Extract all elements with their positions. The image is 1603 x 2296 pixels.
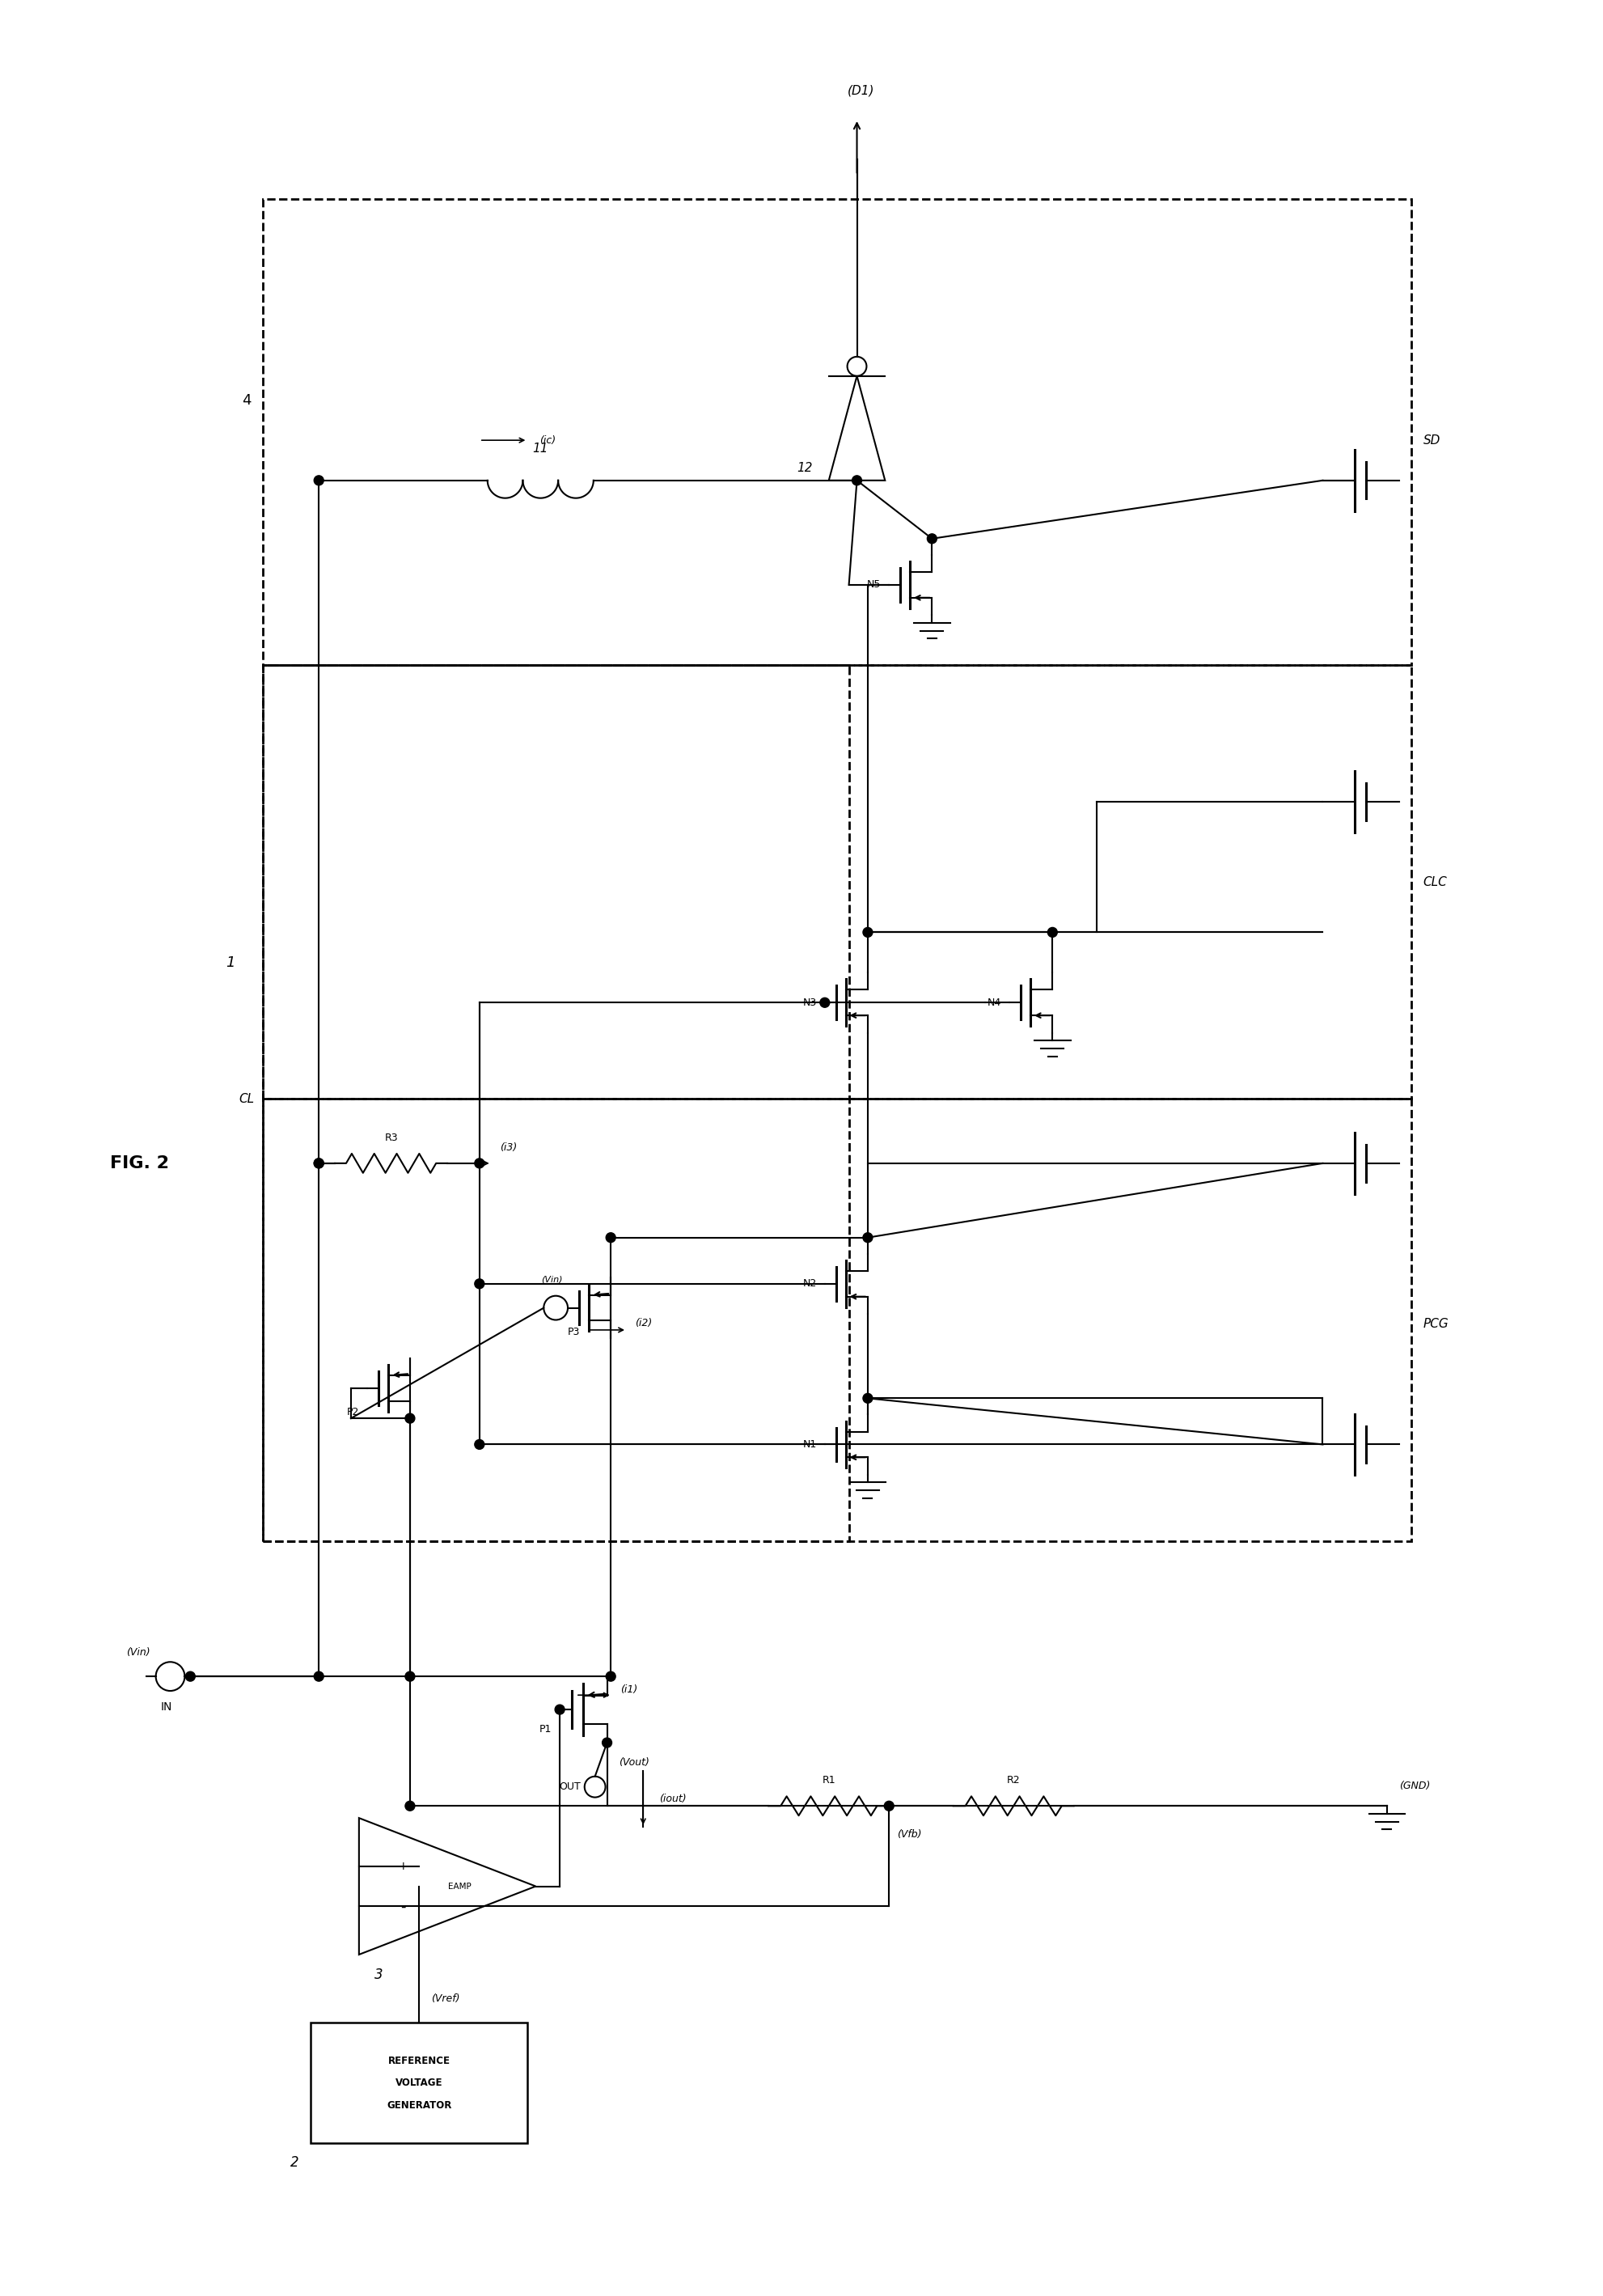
Circle shape [314, 1159, 324, 1169]
Text: (i3): (i3) [499, 1141, 516, 1153]
Circle shape [862, 1233, 872, 1242]
Text: PCG: PCG [1422, 1318, 1448, 1329]
Text: GENERATOR: GENERATOR [386, 2101, 452, 2110]
Circle shape [606, 1233, 616, 1242]
Bar [311, 2023, 527, 2144]
Text: N4: N4 [987, 996, 1000, 1008]
Circle shape [601, 1738, 611, 1747]
Text: 12: 12 [797, 461, 813, 475]
Text: FIG. 2: FIG. 2 [111, 1155, 168, 1171]
Text: 4: 4 [242, 393, 252, 406]
Circle shape [474, 1440, 484, 1449]
Text: R3: R3 [385, 1132, 398, 1143]
Circle shape [474, 1279, 484, 1288]
Text: -: - [401, 1899, 406, 1913]
Text: (i2): (i2) [635, 1318, 652, 1329]
Text: P1: P1 [539, 1724, 551, 1736]
Text: +: + [398, 1860, 407, 1871]
Text: (GND): (GND) [1398, 1782, 1430, 1791]
Text: (iout): (iout) [659, 1793, 686, 1805]
Text: IN: IN [160, 1701, 172, 1713]
Text: N1: N1 [803, 1440, 816, 1449]
Text: 2: 2 [290, 2156, 298, 2170]
Text: REFERENCE: REFERENCE [388, 2055, 450, 2066]
Bar [263, 666, 848, 1541]
Text: R2: R2 [1007, 1775, 1020, 1786]
Circle shape [474, 1159, 484, 1169]
Text: SD: SD [1422, 434, 1439, 445]
Text: 3: 3 [375, 1968, 383, 1981]
Text: (Vfb): (Vfb) [896, 1830, 922, 1839]
Text: N5: N5 [867, 579, 880, 590]
Text: P3: P3 [567, 1327, 580, 1336]
Text: CL: CL [239, 1093, 255, 1104]
Circle shape [862, 1394, 872, 1403]
Text: (Vout): (Vout) [619, 1756, 649, 1768]
Circle shape [883, 1800, 893, 1812]
Circle shape [819, 999, 829, 1008]
Text: N3: N3 [803, 996, 816, 1008]
Text: CLC: CLC [1422, 877, 1446, 889]
Circle shape [851, 475, 861, 484]
Text: (ic): (ic) [540, 434, 556, 445]
Circle shape [406, 1671, 415, 1681]
Text: (i1): (i1) [620, 1685, 636, 1694]
Text: (Vref): (Vref) [431, 1993, 460, 2004]
Circle shape [406, 1414, 415, 1424]
Text: N2: N2 [803, 1279, 816, 1288]
Text: EAMP: EAMP [447, 1883, 471, 1890]
Circle shape [555, 1704, 564, 1715]
Circle shape [406, 1800, 415, 1812]
Circle shape [314, 1159, 324, 1169]
Text: P2: P2 [346, 1407, 359, 1417]
Circle shape [314, 475, 324, 484]
Circle shape [186, 1671, 196, 1681]
Text: OUT: OUT [558, 1782, 580, 1793]
Text: VOLTAGE: VOLTAGE [396, 2078, 442, 2089]
Bar [263, 200, 1411, 666]
Circle shape [1047, 928, 1056, 937]
Text: 11: 11 [532, 443, 548, 455]
Text: (Vin): (Vin) [540, 1277, 563, 1283]
Circle shape [314, 1671, 324, 1681]
Text: (D1): (D1) [846, 85, 874, 96]
Circle shape [927, 535, 936, 544]
Text: R1: R1 [822, 1775, 835, 1786]
Circle shape [862, 928, 872, 937]
Circle shape [606, 1671, 616, 1681]
Text: (Vin): (Vin) [127, 1646, 151, 1658]
Bar [263, 666, 1411, 1100]
Text: 1: 1 [226, 955, 236, 969]
Bar [263, 1100, 1411, 1541]
